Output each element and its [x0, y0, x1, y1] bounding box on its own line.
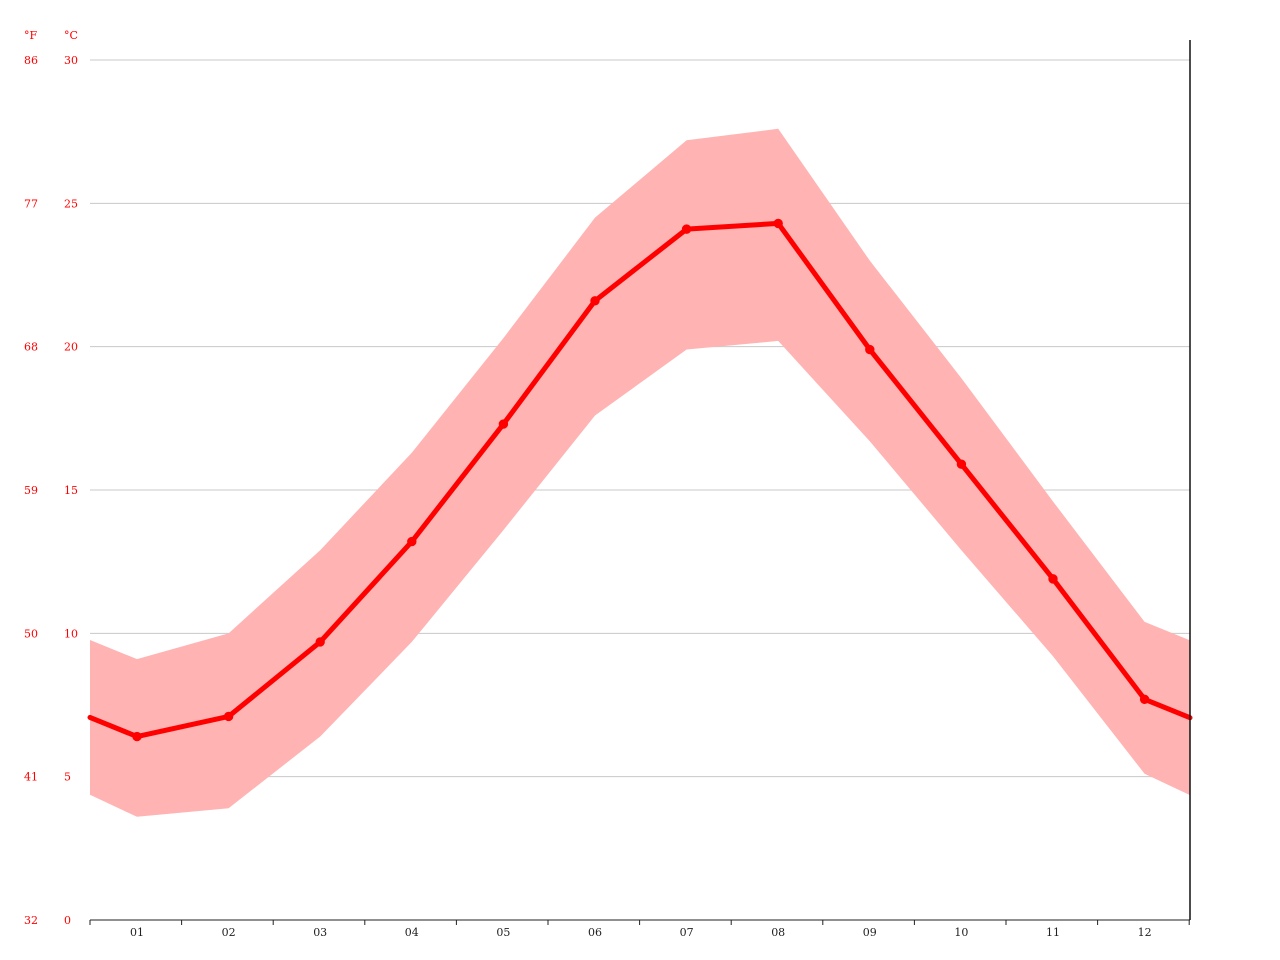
band-layer: [90, 128, 1190, 817]
average-temperature-line: [87, 220, 1193, 740]
celsius-unit-label: °C: [64, 29, 78, 42]
fahrenheit-tick-label: 59: [24, 484, 38, 497]
average-temperature-point: [590, 296, 600, 306]
x-tick-label: 02: [222, 926, 236, 939]
average-temperature-point: [407, 536, 417, 547]
x-tick-label: 07: [680, 926, 694, 939]
fahrenheit-unit-label: °F: [24, 29, 38, 42]
celsius-tick-label: 15: [64, 484, 78, 497]
celsius-tick-label: 30: [64, 54, 78, 67]
average-temperature-point: [773, 218, 783, 229]
x-tick-label: 05: [496, 926, 510, 939]
fahrenheit-tick-label: 41: [24, 771, 38, 784]
celsius-tick-label: 20: [64, 341, 78, 354]
celsius-tick-label: 10: [64, 627, 78, 640]
fahrenheit-tick-label: 86: [24, 54, 38, 67]
average-temperature-point: [498, 419, 509, 429]
x-tick-label: 11: [1046, 926, 1060, 939]
celsius-tick-label: 0: [64, 914, 71, 927]
average-temperature-point: [223, 711, 234, 722]
line-layer: [87, 218, 1193, 742]
x-tick-label: 08: [771, 926, 785, 939]
average-temperature-point: [956, 459, 967, 469]
celsius-tick-label: 25: [64, 197, 78, 210]
x-tick-label: 06: [588, 926, 602, 939]
x-tick-label: 12: [1138, 926, 1152, 939]
average-temperature-point: [1048, 574, 1058, 584]
fahrenheit-tick-label: 50: [24, 627, 38, 640]
fahrenheit-tick-label: 77: [24, 197, 38, 210]
x-tick-label: 03: [313, 926, 327, 939]
celsius-tick-label: 5: [64, 771, 71, 784]
axis-layer: °F °C 01 02 03 04 05 06 07 08 09 10 11 128677685950…: [24, 29, 1191, 939]
x-tick-label: 09: [863, 926, 877, 939]
average-temperature-point: [132, 731, 142, 742]
average-temperature-point: [681, 224, 692, 234]
average-temperature-point: [865, 344, 875, 355]
fahrenheit-tick-label: 68: [24, 341, 38, 354]
x-tick-label: 04: [405, 926, 419, 939]
average-temperature-point: [315, 637, 325, 647]
x-tick-label: 10: [954, 926, 968, 939]
fahrenheit-tick-label: 32: [24, 914, 38, 927]
x-tick-label: 01: [130, 926, 144, 939]
temperature-range-band: [90, 128, 1190, 817]
average-temperature-point: [1139, 694, 1150, 704]
